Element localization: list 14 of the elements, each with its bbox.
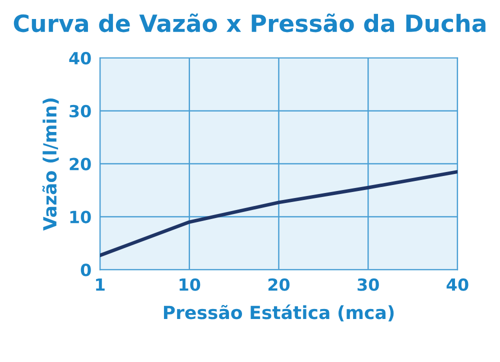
- x-tick-label: 20: [268, 278, 290, 291]
- y-axis-title: Vazão (l/min): [42, 98, 59, 231]
- line-series: [100, 170, 458, 258]
- y-tick-label: 40: [69, 52, 91, 64]
- x-axis-title: Pressão Estática (mca): [164, 304, 394, 322]
- y-tick-label: 10: [70, 210, 91, 224]
- y-tick-label: 0: [80, 264, 91, 276]
- chart-title: Curva de Vazão x Pressão da Ducha: [14, 13, 486, 32]
- y-tick-label: 20: [70, 158, 91, 170]
- x-tick-label: 40: [446, 278, 468, 291]
- x-tick-label: 10: [180, 278, 200, 291]
- y-tick-label: 30: [70, 104, 91, 118]
- x-tick-label: 1: [96, 278, 105, 291]
- x-tick-label: 30: [358, 278, 379, 291]
